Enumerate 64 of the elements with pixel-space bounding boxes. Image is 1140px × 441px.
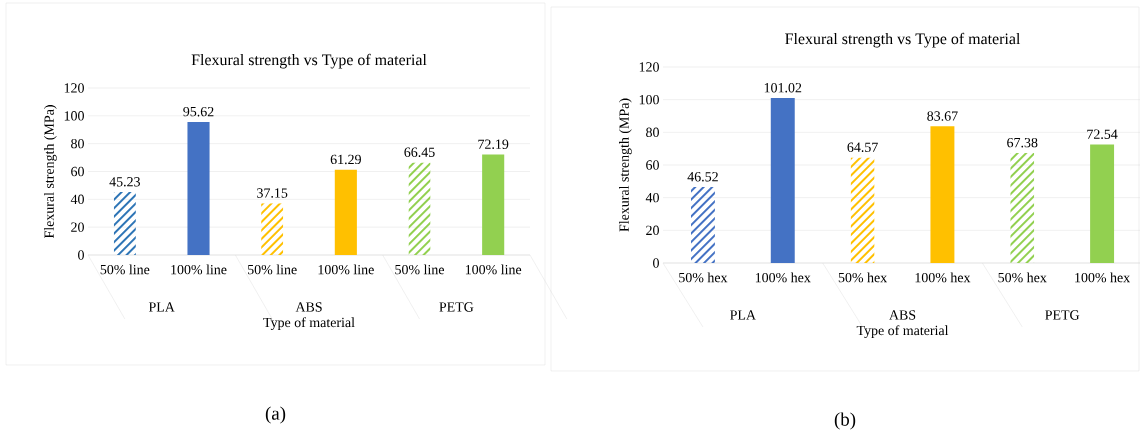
x-tick-label: 50% hex [998,272,1047,283]
bar [690,187,715,263]
y-tick-label: 80 [646,127,659,138]
x-tick-label: 50% line [395,264,444,275]
bar [770,97,795,263]
bar [187,121,210,255]
x-tick-label: 100% line [465,264,522,275]
text: (a) [265,406,286,424]
y-tick-label: 120 [639,62,659,72]
data-label: 72.19 [478,139,509,150]
y-tick-label: 120 [64,83,84,93]
text: PETG [1045,310,1080,320]
data-label: 64.57 [847,142,878,153]
data-label: 101.02 [764,82,802,93]
x-tick-label: 100% line [171,264,227,275]
bar [261,203,284,255]
x-tick-label: 50% line [248,264,297,275]
x-tick-label: 50% hex [838,272,888,283]
data-label: 61.29 [330,154,361,165]
bar [1010,152,1035,263]
text: PLA [148,302,175,312]
data-label: 66.45 [404,147,435,157]
data-label: 67.38 [1007,137,1038,148]
bar [113,192,136,255]
x-tick-label: 50% line [100,264,150,275]
y-tick-label: 20 [646,225,659,236]
bar [334,169,357,255]
x-tick-label: 100% hex [915,272,971,283]
y-tick-label: 0 [78,250,84,260]
x-axis-title: Type of material [263,317,355,331]
y-axis-title: Flexural strength (MPa) [619,98,632,232]
data-label: 37.15 [257,188,288,198]
y-tick-label: 60 [646,160,659,170]
x-tick-label: 100% hex [755,272,811,283]
chart-title: Flexural strength vs Type of material [785,32,1021,48]
data-label: 45.23 [109,177,140,187]
y-axis-title: Flexural strength (MPa) [44,105,57,239]
bar [408,162,431,255]
bar [930,126,955,263]
data-label: 95.62 [183,106,214,117]
x-axis-title: Type of material [856,325,949,339]
y-tick-label: 40 [70,194,84,205]
data-label: 83.67 [927,111,958,121]
y-tick-label: 40 [645,192,659,203]
x-tick-label: 50% hex [679,272,728,283]
x-tick-label: 100% hex [1075,272,1130,283]
text: (b) [834,412,856,430]
y-tick-label: 0 [653,258,659,268]
bar [1090,144,1115,263]
y-tick-label: 100 [64,111,84,121]
bar [850,157,875,263]
x-tick-label: 100% line [318,264,374,275]
data-label: 72.54 [1087,129,1118,139]
y-tick-label: 80 [71,138,84,149]
text: ABS [889,310,916,320]
y-tick-label: 20 [71,222,84,232]
text: ABS [295,302,322,312]
bar [482,154,505,255]
text: PLA [730,310,756,320]
chart-title: Flexural strength vs Type of material [191,53,427,69]
y-tick-label: 100 [639,94,659,105]
text: PETG [439,302,474,312]
y-tick-label: 60 [71,166,84,177]
data-label: 46.52 [687,172,718,182]
